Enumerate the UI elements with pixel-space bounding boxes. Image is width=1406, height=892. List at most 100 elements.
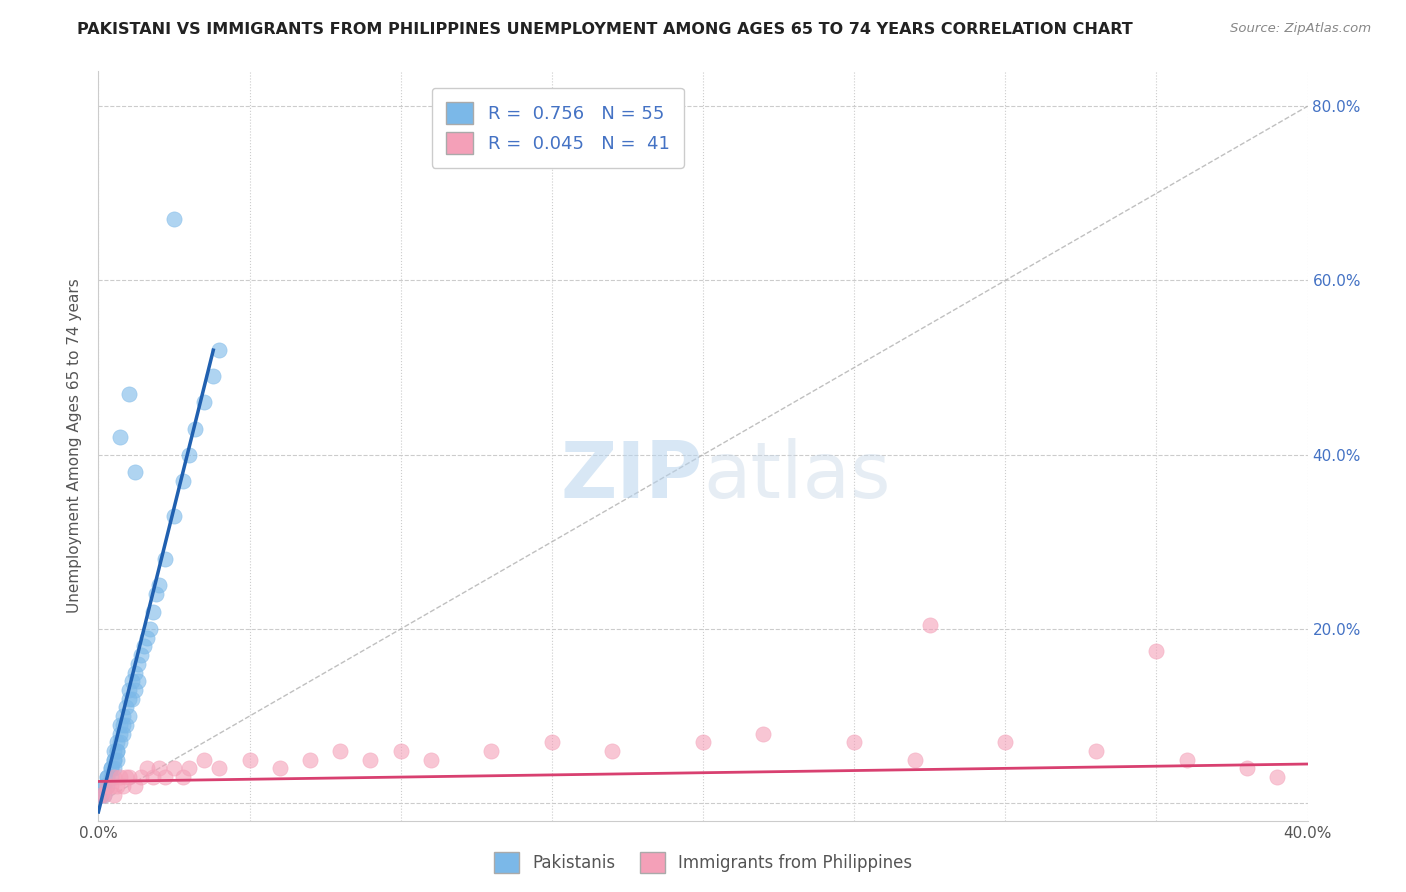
Point [1236,761,1258,775]
Point [172,474,194,488]
Point [193,753,215,767]
Text: Source: ZipAtlas.com: Source: ZipAtlas.com [1230,22,1371,36]
Point [540,735,562,749]
Point [269,761,291,775]
Point [93,779,115,793]
Point [100,761,122,775]
Point [692,735,714,749]
Point [208,761,231,775]
Point [100,779,122,793]
Point [93,788,115,802]
Point [163,761,186,775]
Point [179,448,201,462]
Point [96,770,118,784]
Point [1085,744,1108,758]
Point [108,770,131,784]
Point [118,682,141,697]
Point [90,788,112,802]
Point [239,753,262,767]
Point [208,343,231,358]
Point [118,770,141,784]
Point [108,735,131,749]
Point [389,744,412,758]
Point [118,386,141,401]
Point [153,552,176,566]
Point [1175,753,1198,767]
Point [127,657,149,671]
Legend: Pakistanis, Immigrants from Philippines: Pakistanis, Immigrants from Philippines [486,846,920,880]
Point [108,718,131,732]
Point [202,369,225,384]
Point [153,770,176,784]
Point [105,744,128,758]
Point [93,779,115,793]
Point [124,682,146,697]
Point [148,761,170,775]
Point [172,770,194,784]
Point [163,508,186,523]
Point [602,744,624,758]
Point [752,726,775,740]
Point [90,788,112,802]
Point [142,605,165,619]
Point [108,430,131,444]
Point [90,788,112,802]
Point [360,753,382,767]
Point [111,718,134,732]
Point [329,744,352,758]
Point [100,761,122,775]
Point [105,753,128,767]
Point [193,395,215,409]
Point [163,212,186,227]
Point [103,788,125,802]
Point [299,753,322,767]
Point [114,718,136,732]
Point [108,726,131,740]
Point [1144,644,1167,658]
Point [96,770,118,784]
Point [135,761,157,775]
Point [103,753,125,767]
Point [124,465,146,479]
Point [103,753,125,767]
Point [103,770,125,784]
Point [118,709,141,723]
Point [96,779,118,793]
Point [100,770,122,784]
Point [124,665,146,680]
Point [148,578,170,592]
Point [481,744,503,758]
Point [114,700,136,714]
Point [135,631,157,645]
Point [111,726,134,740]
Point [918,617,941,632]
Point [129,648,152,662]
Point [114,770,136,784]
Point [139,622,162,636]
Point [121,674,143,689]
Point [124,779,146,793]
Y-axis label: Unemployment Among Ages 65 to 74 years: Unemployment Among Ages 65 to 74 years [67,278,83,614]
Point [93,788,115,802]
Point [127,674,149,689]
Point [103,744,125,758]
Point [129,770,152,784]
Point [111,709,134,723]
Point [111,779,134,793]
Point [105,744,128,758]
Point [420,753,443,767]
Point [105,735,128,749]
Point [145,587,167,601]
Point [103,761,125,775]
Point [184,421,207,435]
Point [904,753,927,767]
Text: ZIP: ZIP [561,438,703,514]
Point [96,779,118,793]
Point [118,691,141,706]
Point [121,691,143,706]
Legend: R =  0.756   N = 55, R =  0.045   N =  41: R = 0.756 N = 55, R = 0.045 N = 41 [432,88,685,168]
Point [105,779,128,793]
Point [1267,770,1289,784]
Text: atlas: atlas [703,438,890,514]
Text: PAKISTANI VS IMMIGRANTS FROM PHILIPPINES UNEMPLOYMENT AMONG AGES 65 TO 74 YEARS : PAKISTANI VS IMMIGRANTS FROM PHILIPPINES… [77,22,1133,37]
